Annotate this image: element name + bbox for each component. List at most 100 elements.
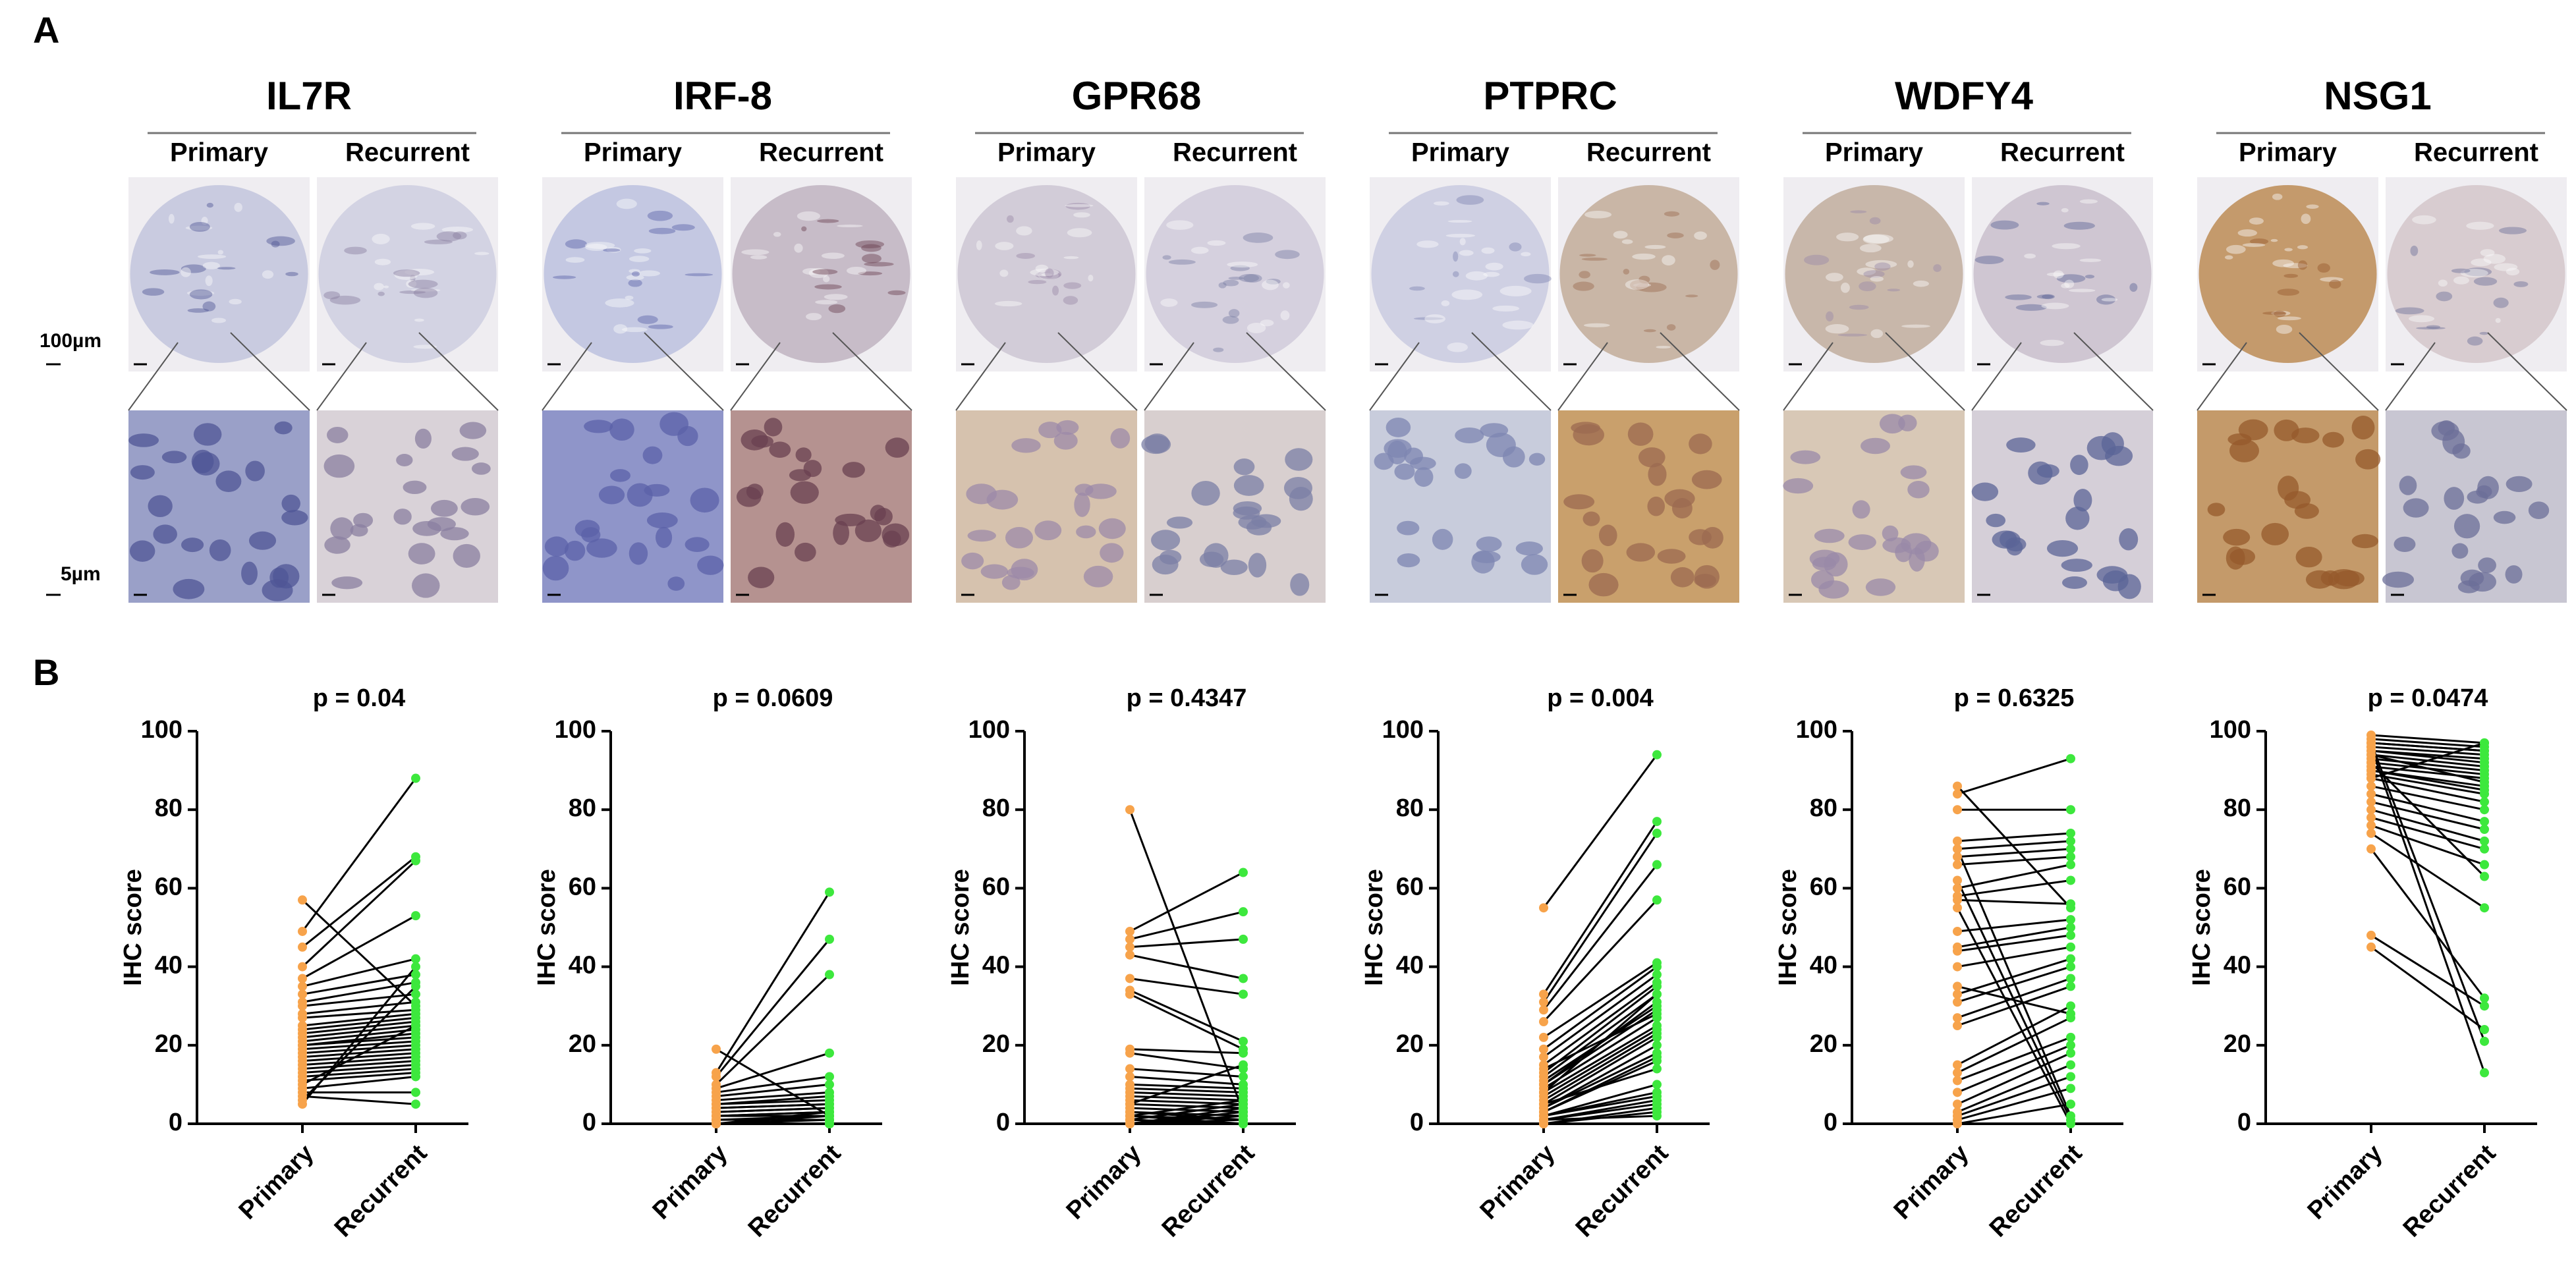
data-point	[1239, 934, 1248, 944]
data-point	[298, 974, 307, 983]
nucleus	[1664, 489, 1695, 508]
y-axis-label: IHC score	[119, 869, 147, 985]
nucleus	[1627, 422, 1654, 446]
tissue-texture	[814, 284, 842, 290]
tissue-texture	[1280, 310, 1290, 321]
tissue-texture	[150, 269, 180, 275]
tissue-texture	[1038, 269, 1062, 280]
tissue-texture	[621, 327, 648, 333]
pair-line	[1129, 938, 1244, 949]
y-tick-label: 60	[569, 873, 596, 900]
nucleus	[353, 512, 374, 528]
tissue-texture	[1452, 271, 1459, 277]
y-tick-label: 100	[2210, 716, 2251, 744]
pair-line	[302, 1024, 416, 1039]
tissue-texture	[453, 231, 467, 240]
nucleus	[161, 451, 187, 464]
tissue-texture	[271, 240, 280, 248]
zoom-line	[1471, 332, 1552, 411]
data-point	[1953, 895, 1962, 905]
nucleus	[842, 462, 865, 478]
nucleus	[248, 531, 277, 550]
pair-line	[2370, 758, 2485, 772]
data-point	[825, 887, 834, 897]
tissue-texture	[168, 213, 175, 224]
pair-line	[715, 1083, 830, 1097]
data-point	[825, 1107, 834, 1117]
tissue-texture	[1041, 273, 1053, 277]
tissue-texture	[2416, 327, 2446, 330]
y-tick-label: 20	[1396, 1030, 1424, 1058]
data-point	[411, 856, 420, 866]
data-point	[712, 1072, 721, 1082]
data-point	[2066, 1032, 2075, 1042]
pair-line	[1543, 1024, 1658, 1093]
zoom-line	[1557, 342, 1608, 411]
nucleus	[764, 418, 783, 437]
data-point	[2066, 962, 2075, 972]
pair-line	[2370, 808, 2485, 842]
tissue-texture	[855, 240, 885, 248]
pair-line	[2370, 773, 2485, 795]
data-point	[1539, 1032, 1548, 1042]
pair-line	[1129, 1107, 1244, 1125]
nucleus	[598, 485, 625, 505]
tissue-texture	[2079, 258, 2102, 262]
pair-line	[302, 1060, 416, 1070]
tissue-texture	[1413, 317, 1443, 320]
tissue-texture	[812, 269, 838, 275]
tissue-texture	[2464, 267, 2492, 277]
pair-line	[2370, 832, 2485, 909]
data-point	[1953, 805, 1962, 815]
data-point	[2066, 875, 2075, 885]
nucleus	[1074, 492, 1090, 517]
tissue-texture	[2460, 269, 2488, 278]
tissue-texture	[399, 290, 426, 294]
tissue-texture	[1521, 252, 1531, 257]
pair-line	[1957, 918, 2071, 933]
tissue-texture	[1424, 314, 1446, 323]
tissue-texture	[187, 308, 210, 313]
data-point	[2480, 836, 2489, 846]
tissue-texture	[1456, 195, 1484, 205]
data-point	[1953, 1076, 1962, 1086]
nucleus	[2229, 439, 2259, 462]
tissue-texture	[1623, 268, 1630, 275]
y-tick-label: 0	[2237, 1109, 2251, 1136]
nucleus	[414, 428, 432, 449]
zoom-line	[2487, 332, 2567, 411]
tissue-texture	[2306, 204, 2319, 209]
data-point	[2066, 852, 2075, 862]
pair-line	[1957, 1052, 2071, 1105]
pair-line	[1957, 985, 2071, 1027]
data-point	[2480, 797, 2489, 807]
tissue-texture	[1213, 347, 1224, 352]
tma-core	[2387, 185, 2565, 363]
zoom-line	[2385, 342, 2436, 411]
tissue-texture	[414, 318, 424, 322]
tissue-texture	[1685, 294, 1698, 298]
nucleus	[393, 509, 412, 525]
zoom-line	[955, 342, 1006, 411]
tissue-texture	[266, 236, 295, 246]
nucleus	[1191, 480, 1220, 506]
data-point	[1953, 989, 1962, 999]
nucleus	[1471, 550, 1495, 574]
data-point	[1539, 1088, 1548, 1097]
tissue-texture	[625, 295, 634, 300]
tissue-texture	[2249, 217, 2264, 225]
tissue-texture	[862, 254, 882, 263]
pair-line	[1129, 954, 1244, 980]
nucleus	[2477, 476, 2499, 499]
nucleus	[586, 538, 617, 558]
nucleus	[1571, 422, 1600, 434]
pair-line	[1129, 1083, 1244, 1090]
data-point	[825, 1072, 834, 1082]
tissue-texture	[1063, 282, 1082, 289]
tissue-texture	[1481, 247, 1495, 254]
gene-title: GPR68	[1072, 74, 1202, 118]
data-point	[2066, 899, 2075, 909]
tissue-texture	[2473, 277, 2498, 286]
tissue-texture	[2085, 275, 2095, 279]
pair-line	[2370, 738, 2485, 748]
